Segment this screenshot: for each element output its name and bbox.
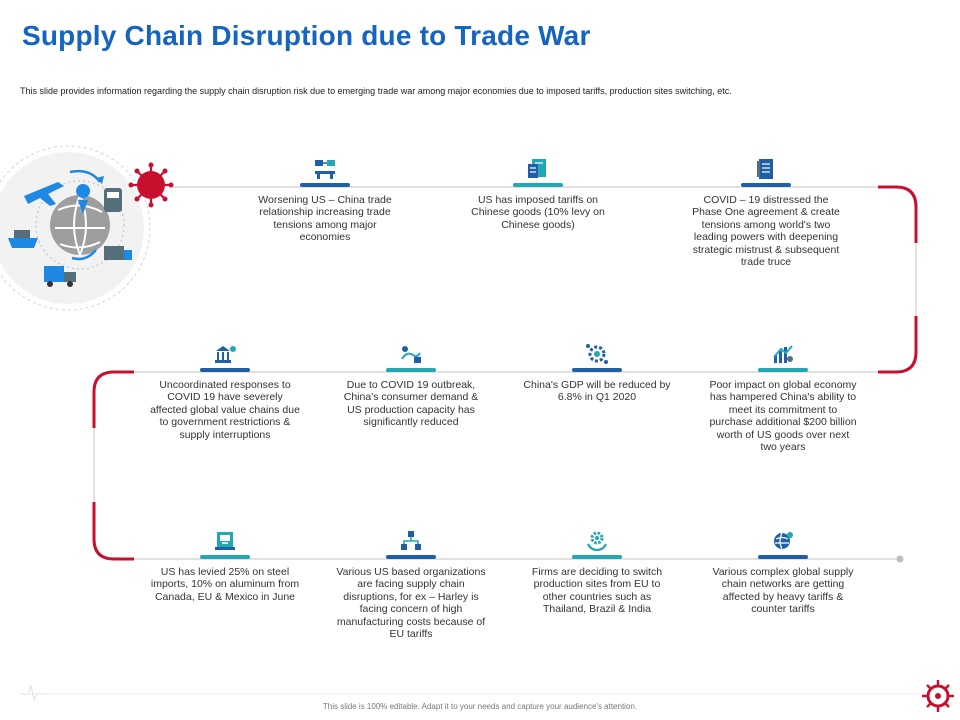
timeline-curve-right-bottom: [878, 316, 918, 374]
step-text: Due to COVID 19 outbreak, China's consum…: [343, 379, 479, 429]
step-bar: [572, 368, 622, 372]
step-bar: [200, 368, 250, 372]
tariff-document-icon: [520, 156, 556, 182]
economy-chart-icon: [765, 341, 801, 367]
pulse-line-icon: [20, 684, 45, 702]
step-text: Worsening US – China trade relationship …: [258, 194, 392, 244]
step-text: COVID – 19 distressed the Phase One agre…: [692, 194, 840, 269]
location-pin-icon: [76, 184, 91, 198]
production-switch-icon: [579, 528, 615, 554]
truck-right-icon: [104, 246, 124, 260]
timeline-curve-left-bottom: [92, 502, 134, 561]
step-text: Various US based organizations are facin…: [336, 566, 486, 641]
timeline-curve-right-top: [878, 185, 918, 243]
organization-network-icon: [393, 528, 429, 554]
train-icon: [104, 188, 122, 212]
step-bar: [758, 368, 808, 372]
step-bar: [300, 183, 350, 187]
step-text: China's GDP will be reduced by 6.8% in Q…: [523, 379, 671, 404]
agreement-document-icon: [748, 156, 784, 182]
step-bar: [572, 555, 622, 559]
step-bar: [741, 183, 791, 187]
airplane-icon: [24, 182, 64, 206]
timeline-end-dot: [896, 555, 904, 563]
global-logistics-icon: [0, 145, 174, 311]
gdp-gear-icon: [579, 341, 615, 367]
hero-inner-ring: [35, 180, 125, 270]
trade-relationship-icon: [307, 156, 343, 182]
step-text: US has levied 25% on steel imports, 10% …: [150, 566, 300, 603]
step-text: Poor impact on global economy has hamper…: [709, 379, 857, 454]
step-text: US has imposed tariffs on Chinese goods …: [471, 194, 605, 231]
step-bar: [200, 555, 250, 559]
step-text: Firms are deciding to switch production …: [531, 566, 663, 616]
page-title: Supply Chain Disruption due to Trade War: [22, 20, 591, 51]
timeline-curve-left-top: [92, 370, 134, 428]
government-response-icon: [207, 341, 243, 367]
step-bar: [386, 368, 436, 372]
globe-icon: [50, 195, 110, 255]
steel-imports-icon: [207, 528, 243, 554]
step-text: Uncoordinated responses to COVID 19 have…: [150, 379, 300, 441]
consumer-demand-icon: [393, 341, 429, 367]
step-bar: [513, 183, 563, 187]
hero-outer-dashed-ring: [0, 145, 151, 311]
ship-icon: [8, 238, 38, 248]
truck-bottom-icon: [44, 266, 64, 282]
page-subtitle: This slide provides information regardin…: [20, 86, 732, 96]
virus-icon: [128, 162, 174, 208]
virus-corner-icon: [922, 680, 954, 712]
step-bar: [386, 555, 436, 559]
step-bar: [758, 555, 808, 559]
global-network-icon: [765, 528, 801, 554]
step-text: Various complex global supply chain netw…: [712, 566, 854, 616]
footer-note: This slide is 100% editable. Adapt it to…: [322, 702, 638, 711]
